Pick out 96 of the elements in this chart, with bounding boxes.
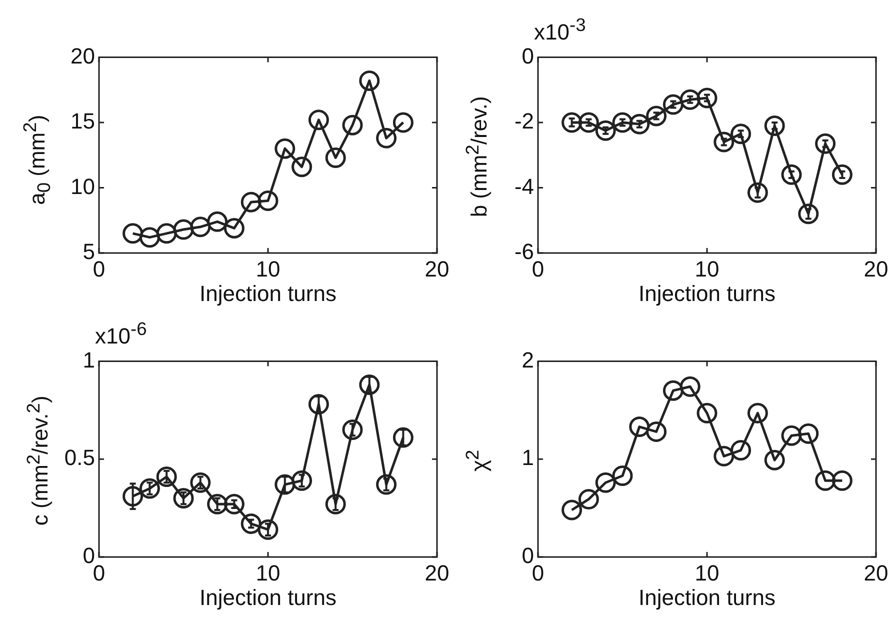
x-tick-label: 20 [424, 256, 450, 282]
point [764, 115, 785, 136]
x-axis-title: Injection turns [198, 585, 338, 611]
x-tick-label: 10 [694, 560, 720, 586]
point [629, 416, 650, 438]
point [173, 488, 194, 509]
point [207, 494, 228, 514]
point [730, 124, 752, 144]
point [696, 402, 718, 424]
x-axis-title: Injection turns [638, 585, 776, 611]
point [781, 425, 802, 446]
y-tick-label: 0 [82, 543, 95, 568]
point [714, 132, 734, 152]
point [714, 446, 734, 466]
point [798, 204, 819, 224]
point [747, 402, 768, 424]
y-tick-label: 15 [70, 108, 95, 134]
point [646, 421, 667, 442]
point [258, 190, 278, 212]
y-tick-label: 5 [82, 239, 95, 264]
point [240, 513, 262, 534]
point [680, 89, 700, 110]
point [832, 164, 852, 185]
x-axis-title: Injection turns [198, 281, 338, 307]
point [122, 223, 144, 244]
point [292, 156, 312, 178]
point [562, 500, 582, 520]
point [595, 472, 616, 493]
y-tick-label: 20 [70, 43, 95, 68]
point [815, 470, 836, 491]
text: x10$^{-3}$ [534, 13, 586, 46]
point [392, 427, 414, 448]
point [139, 478, 160, 499]
x-tick-label: 10 [256, 256, 280, 282]
point [190, 472, 211, 493]
point [122, 486, 144, 507]
point [815, 133, 836, 154]
point [680, 376, 700, 397]
point [308, 110, 329, 130]
y-tick-label: 0 [522, 43, 534, 68]
point [224, 218, 244, 238]
point [342, 114, 363, 136]
point [139, 227, 160, 248]
y-tick-label: -4 [514, 174, 534, 199]
y-tick-label: -6 [514, 239, 534, 264]
point [325, 494, 346, 514]
y-tick-label: 2 [522, 347, 534, 372]
point [308, 394, 329, 415]
x-tick-label: 10 [694, 256, 720, 282]
point [376, 474, 397, 495]
point [696, 88, 718, 108]
x-axis-title: Injection turns [638, 281, 776, 307]
point [578, 488, 599, 510]
point [832, 470, 852, 491]
y-tick-label: 10 [70, 174, 95, 199]
point [342, 419, 363, 440]
point [207, 211, 228, 232]
point [173, 219, 194, 240]
point [274, 474, 296, 495]
point [612, 112, 633, 133]
point [359, 374, 380, 395]
point [258, 519, 278, 540]
x-tick-label: 20 [424, 560, 450, 586]
point [764, 450, 785, 470]
point [292, 470, 312, 491]
y-tick-label: 1 [82, 347, 95, 372]
point [156, 223, 177, 244]
point [325, 147, 346, 168]
point [612, 465, 633, 486]
point [562, 112, 582, 133]
point [781, 164, 802, 185]
x-tick-label: 10 [256, 560, 280, 586]
point [629, 114, 650, 134]
point [662, 94, 684, 115]
y-tick-label: -2 [514, 108, 534, 134]
y-tick-label: 0 [522, 543, 534, 568]
point [730, 440, 752, 461]
point [156, 466, 177, 487]
x-tick-label: 20 [864, 560, 888, 586]
point [224, 494, 244, 514]
point [240, 192, 262, 212]
point [578, 112, 599, 133]
point [595, 120, 616, 141]
y-tick-label: 0.5 [64, 445, 95, 470]
point [798, 423, 819, 444]
text: x10$^{-6}$ [95, 317, 147, 350]
point [747, 182, 768, 203]
x-tick-label: 20 [864, 256, 888, 282]
y-tick-label: 1 [522, 445, 534, 470]
point [646, 106, 667, 126]
point [662, 380, 684, 401]
point [392, 112, 414, 133]
point [274, 138, 296, 159]
point [376, 128, 397, 148]
point [359, 70, 380, 91]
point [190, 216, 211, 238]
